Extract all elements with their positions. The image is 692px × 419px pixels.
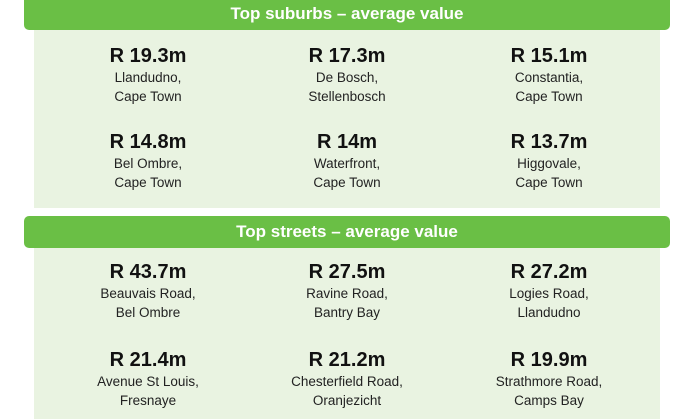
suburb-name: Constantia, [514, 70, 584, 85]
top-streets-section: Top streets – average value R 43.7m Beau… [24, 216, 670, 419]
suburb-value: R 14.8m [109, 131, 187, 153]
top-suburbs-panel: R 19.3m Llandudno, Cape Town R 17.3m De … [34, 30, 660, 208]
top-suburbs-grid: R 19.3m Llandudno, Cape Town R 17.3m De … [34, 30, 660, 208]
street-item: R 43.7m Beauvais Road, Bel Ombre [44, 260, 252, 322]
top-suburbs-header: Top suburbs – average value [24, 0, 670, 30]
street-suburb: Oranjezicht [312, 393, 382, 408]
suburb-item: R 14.8m Bel Ombre, Cape Town [44, 130, 252, 192]
suburb-city: Stellenbosch [308, 89, 386, 104]
street-item: R 27.5m Ravine Road, Bantry Bay [243, 260, 451, 322]
suburb-value: R 14m [316, 131, 378, 153]
suburb-item: R 19.3m Llandudno, Cape Town [44, 44, 252, 106]
street-name: Strathmore Road, [495, 374, 603, 389]
street-item: R 21.4m Avenue St Louis, Fresnaye [44, 348, 252, 410]
suburb-name: Llandudno, [114, 70, 182, 85]
street-suburb: Llandudno [517, 305, 581, 320]
street-name: Beauvais Road, [100, 286, 196, 301]
suburb-name: De Bosch, [315, 70, 379, 85]
street-value: R 21.4m [109, 349, 187, 371]
suburb-city: Cape Town [114, 89, 182, 104]
suburb-city: Cape Town [515, 89, 583, 104]
suburb-item: R 15.1m Constantia, Cape Town [445, 44, 653, 106]
street-value: R 19.9m [510, 349, 588, 371]
suburb-value: R 17.3m [308, 45, 386, 67]
street-value: R 27.2m [510, 261, 588, 283]
suburb-name: Waterfront, [313, 156, 381, 171]
suburb-item: R 13.7m Higgovale, Cape Town [445, 130, 653, 192]
suburb-value: R 13.7m [510, 131, 588, 153]
street-value: R 27.5m [308, 261, 386, 283]
top-streets-header: Top streets – average value [24, 216, 670, 248]
street-item: R 27.2m Logies Road, Llandudno [445, 260, 653, 322]
top-streets-grid: R 43.7m Beauvais Road, Bel Ombre R 27.5m… [34, 248, 660, 419]
street-suburb: Bantry Bay [313, 305, 381, 320]
suburb-city: Cape Town [515, 175, 583, 190]
suburb-value: R 15.1m [510, 45, 588, 67]
top-suburbs-section: Top suburbs – average value R 19.3m Llan… [24, 0, 670, 208]
street-value: R 21.2m [308, 349, 386, 371]
street-name: Chesterfield Road, [291, 374, 403, 389]
suburb-value: R 19.3m [109, 45, 187, 67]
street-name: Logies Road, [509, 286, 589, 301]
suburb-item: R 14m Waterfront, Cape Town [243, 130, 451, 192]
suburb-name: Higgovale, [517, 156, 581, 171]
street-item: R 19.9m Strathmore Road, Camps Bay [445, 348, 653, 410]
street-item: R 21.2m Chesterfield Road, Oranjezicht [243, 348, 451, 410]
street-suburb: Camps Bay [514, 393, 584, 408]
top-streets-panel: R 43.7m Beauvais Road, Bel Ombre R 27.5m… [34, 248, 660, 419]
street-value: R 43.7m [109, 261, 187, 283]
street-suburb: Fresnaye [119, 393, 177, 408]
suburb-city: Cape Town [114, 175, 182, 190]
street-name: Avenue St Louis, [97, 374, 199, 389]
suburb-city: Cape Town [313, 175, 381, 190]
street-suburb: Bel Ombre [115, 305, 181, 320]
suburb-name: Bel Ombre, [113, 156, 183, 171]
street-name: Ravine Road, [306, 286, 388, 301]
suburb-item: R 17.3m De Bosch, Stellenbosch [243, 44, 451, 106]
